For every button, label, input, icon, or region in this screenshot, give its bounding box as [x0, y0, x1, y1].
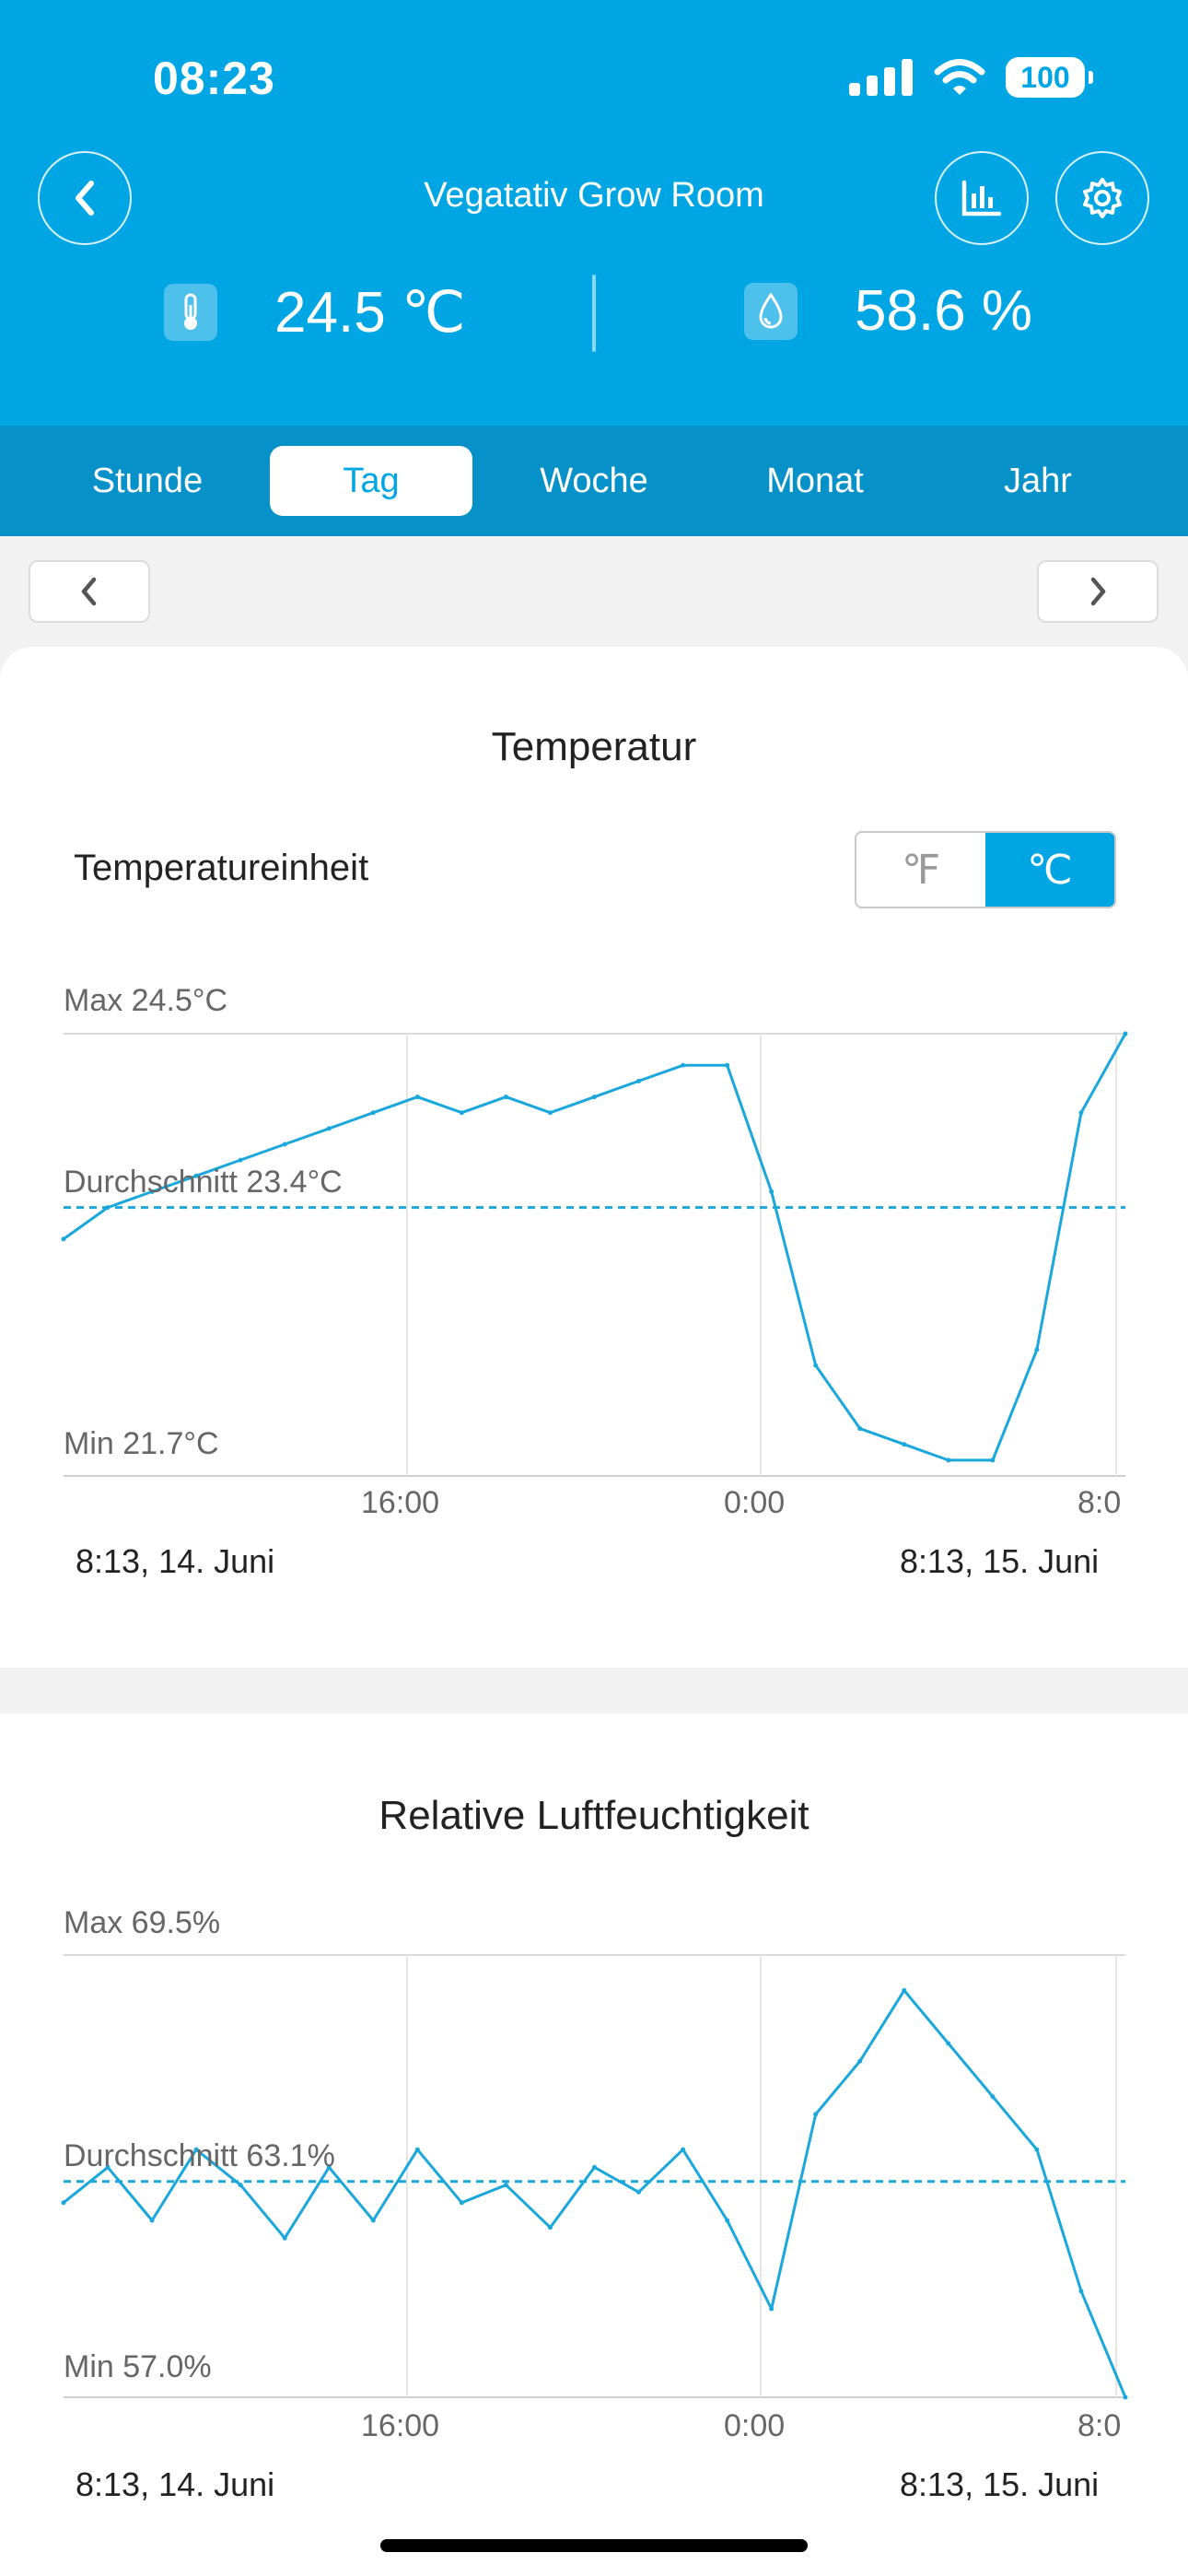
tab-stunde[interactable]: Stunde — [46, 446, 249, 516]
humidity-data-point — [681, 2148, 685, 2152]
tab-tag[interactable]: Tag — [270, 446, 472, 516]
humidity-tick-0800: 8:0 — [1077, 2408, 1121, 2444]
temperature-date-end: 8:13, 15. Juni — [900, 1542, 1099, 1581]
temperature-unit-toggle: ℉ ℃ — [855, 831, 1116, 908]
temperature-data-point — [1124, 1032, 1128, 1036]
temperature-unit-label: Temperatureinheit — [74, 848, 368, 889]
temperature-data-point — [106, 1205, 111, 1210]
temperature-data-point — [990, 1458, 995, 1462]
humidity-data-point — [902, 1988, 906, 1993]
status-icons: 100 — [849, 57, 1085, 98]
humidity-data-point — [813, 2112, 818, 2116]
humidity-max-label: Max 69.5% — [64, 1905, 220, 1941]
humidity-data-point — [990, 2094, 995, 2099]
temperature-data-point — [62, 1236, 66, 1241]
cellular-signal-icon — [849, 59, 914, 96]
temperature-average-label: Durchschnitt 23.4°C — [64, 1165, 343, 1200]
humidity-data-point — [239, 2183, 243, 2187]
bar-chart-icon — [961, 179, 1003, 217]
humidity-average-label: Durchschnitt 63.1% — [64, 2138, 335, 2174]
temperature-data-point — [813, 1364, 818, 1368]
humidity-title: Relative Luftfeuchtigkeit — [0, 1793, 1188, 1839]
humidity-data-point — [636, 2190, 641, 2195]
humidity-data-point — [769, 2307, 774, 2312]
humidity-data-point — [592, 2165, 597, 2170]
humidity-data-point — [946, 2042, 950, 2046]
chevron-left-icon — [79, 576, 99, 607]
humidity-min-label: Min 57.0% — [64, 2349, 212, 2385]
tab-woche[interactable]: Woche — [493, 446, 695, 516]
unit-celsius-option[interactable]: ℃ — [985, 833, 1114, 907]
temperature-tick-0000: 0:00 — [724, 1485, 785, 1521]
temperature-data-point — [504, 1095, 508, 1099]
humidity-reading: 58.6 % — [744, 278, 1032, 344]
temperature-data-point — [327, 1126, 332, 1130]
temperature-data-point — [1078, 1110, 1083, 1115]
status-time: 08:23 — [153, 52, 275, 105]
statistics-button[interactable] — [935, 151, 1029, 245]
period-tabs: Stunde Tag Woche Monat Jahr — [0, 426, 1188, 536]
temperature-data-point — [636, 1079, 641, 1083]
temperature-data-point — [460, 1110, 464, 1115]
tab-monat[interactable]: Monat — [714, 446, 916, 516]
humidity-data-point — [415, 2148, 420, 2152]
temperature-min-label: Min 21.7°C — [64, 1426, 219, 1462]
humidity-data-point — [460, 2200, 464, 2205]
wifi-icon — [934, 58, 985, 97]
humidity-tick-0000: 0:00 — [724, 2408, 785, 2444]
app-header: 08:23 100 Vegatativ Grow Room — [0, 0, 1188, 426]
temperature-tick-1600: 16:00 — [361, 1485, 439, 1521]
temperature-data-point — [946, 1458, 950, 1462]
chevron-right-icon — [1088, 576, 1108, 607]
temperature-data-point — [548, 1110, 553, 1115]
temperature-data-point — [725, 1063, 729, 1068]
gear-icon — [1079, 175, 1125, 221]
temperature-data-point — [592, 1095, 597, 1099]
temperature-data-point — [415, 1095, 420, 1099]
humidity-data-point — [504, 2183, 508, 2187]
battery-indicator: 100 — [1006, 57, 1085, 98]
humidity-drop-icon — [744, 283, 798, 340]
humidity-data-point — [1034, 2148, 1039, 2152]
temperature-data-point — [769, 1189, 774, 1194]
humidity-series-line — [64, 1990, 1125, 2397]
tab-jahr[interactable]: Jahr — [937, 446, 1139, 516]
humidity-data-point — [1078, 2289, 1083, 2293]
thermometer-icon — [164, 284, 217, 341]
reading-divider — [592, 275, 596, 352]
humidity-data-point — [725, 2219, 729, 2223]
settings-button[interactable] — [1055, 151, 1149, 245]
temperature-data-point — [857, 1426, 862, 1431]
humidity-data-point — [1124, 2395, 1128, 2400]
temperature-value: 24.5 ℃ — [274, 278, 466, 345]
humidity-data-point — [857, 2059, 862, 2064]
humidity-data-point — [371, 2219, 376, 2223]
temperature-title: Temperatur — [0, 724, 1188, 770]
temperature-date-start: 8:13, 14. Juni — [76, 1542, 274, 1581]
temperature-data-point — [371, 1110, 376, 1115]
home-indicator — [380, 2539, 808, 2552]
humidity-tick-1600: 16:00 — [361, 2408, 439, 2444]
temperature-reading: 24.5 ℃ — [164, 278, 466, 345]
temperature-tick-0800: 8:0 — [1077, 1485, 1121, 1521]
temperature-max-label: Max 24.5°C — [64, 983, 227, 1019]
humidity-value: 58.6 % — [855, 278, 1032, 344]
humidity-data-point — [548, 2225, 553, 2230]
humidity-date-start: 8:13, 14. Juni — [76, 2465, 274, 2504]
temperature-data-point — [902, 1442, 906, 1446]
humidity-data-point — [62, 2200, 66, 2205]
humidity-data-point — [150, 2219, 155, 2223]
next-period-button[interactable] — [1037, 560, 1159, 623]
temperature-data-point — [681, 1063, 685, 1068]
unit-fahrenheit-option[interactable]: ℉ — [856, 833, 985, 907]
humidity-data-point — [283, 2236, 287, 2241]
previous-period-button[interactable] — [29, 560, 150, 623]
temperature-data-point — [239, 1158, 243, 1163]
temperature-data-point — [1034, 1347, 1039, 1352]
humidity-date-end: 8:13, 15. Juni — [900, 2465, 1099, 2504]
temperature-data-point — [283, 1142, 287, 1147]
